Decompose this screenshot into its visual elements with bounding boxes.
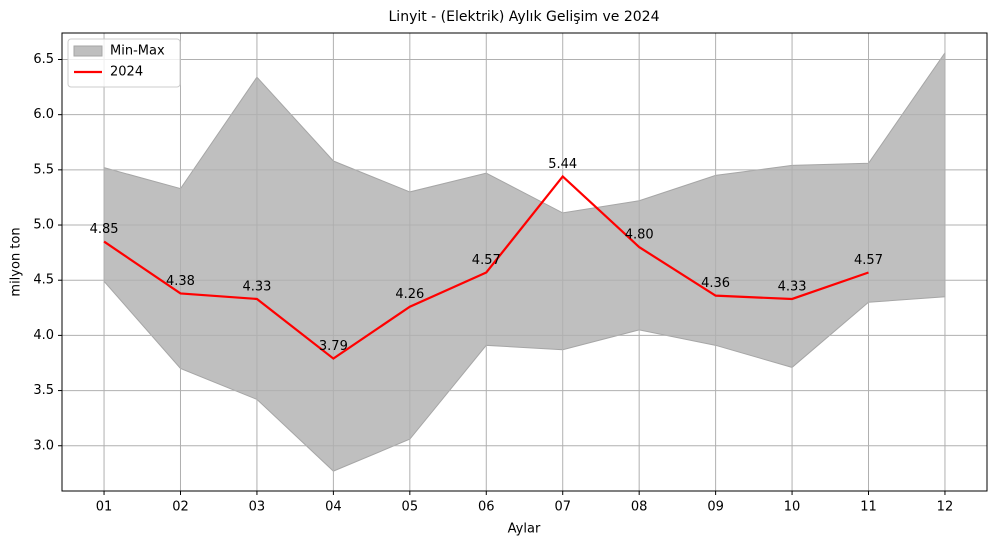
legend-swatch [73, 45, 103, 57]
x-tick-label: 12 [937, 500, 954, 515]
data-label: 4.33 [778, 279, 807, 294]
x-tick-label: 04 [325, 500, 342, 515]
x-axis-label: Aylar [508, 522, 541, 537]
y-tick-label: 6.5 [33, 52, 54, 67]
y-tick-label: 3.5 [33, 383, 54, 398]
y-tick-label: 6.0 [33, 107, 54, 122]
data-label: 4.36 [701, 276, 730, 291]
y-tick-label: 4.0 [33, 328, 54, 343]
y-axis-label: milyon ton [9, 227, 24, 296]
x-tick-label: 02 [172, 500, 189, 515]
legend-label: 2024 [110, 65, 143, 80]
data-label: 4.38 [166, 274, 195, 289]
data-label: 4.80 [625, 228, 654, 243]
data-label: 4.85 [90, 222, 119, 237]
x-tick-label: 06 [478, 500, 495, 515]
x-tick-label: 09 [707, 500, 724, 515]
min-max-area [103, 51, 946, 472]
x-tick-label: 11 [860, 500, 877, 515]
y-tick-label: 3.0 [33, 438, 54, 453]
plot-frame [61, 32, 988, 492]
x-tick-label: 08 [631, 500, 648, 515]
data-label: 4.33 [242, 279, 271, 294]
x-tick-label: 01 [96, 500, 113, 515]
data-label: 5.44 [548, 157, 577, 172]
data-label: 4.57 [472, 253, 501, 268]
chart-title: Linyit - (Elektrik) Aylık Gelişim ve 202… [389, 9, 660, 25]
y-tick-label: 5.5 [33, 162, 54, 177]
y-tick-label: 5.0 [33, 218, 54, 233]
x-tick-label: 05 [402, 500, 419, 515]
x-tick-label: 03 [249, 500, 266, 515]
data-label: 4.57 [854, 253, 883, 268]
x-tick-label: 07 [554, 500, 571, 515]
x-tick-label: 10 [784, 500, 801, 515]
line-2024 [103, 174, 869, 360]
y-tick-label: 4.5 [33, 273, 54, 288]
data-label: 3.79 [319, 339, 348, 354]
data-label: 4.26 [395, 287, 424, 302]
legend: Min-Max 2024 [67, 38, 181, 88]
legend-label: Min-Max [110, 44, 165, 59]
